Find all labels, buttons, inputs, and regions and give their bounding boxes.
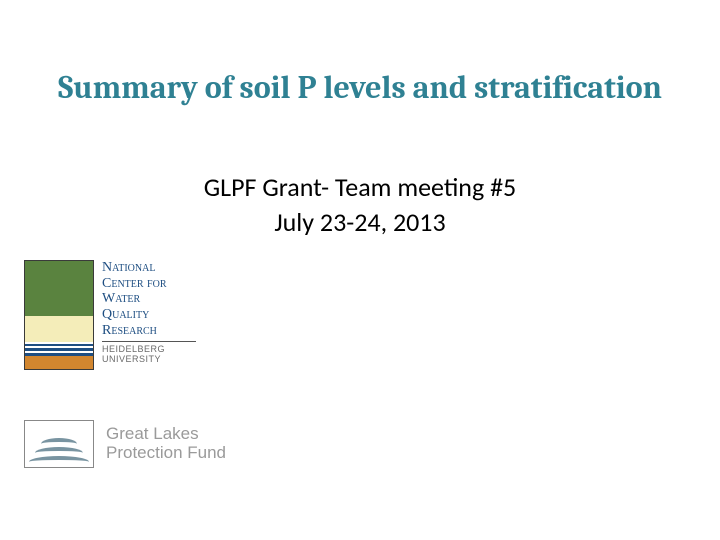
ncwqr-line: Water xyxy=(102,291,202,307)
ncwqr-line: Research xyxy=(102,323,202,339)
logo-ncwqr: National Center for Water Quality Resear… xyxy=(24,260,209,370)
ncwqr-affiliation: HEIDELBERG UNIVERSITY xyxy=(102,341,196,364)
glpf-line-2: Protection Fund xyxy=(106,444,226,463)
subtitle-line-2: July 23-24, 2013 xyxy=(0,205,720,240)
ncwqr-line: Quality xyxy=(102,307,202,323)
ncwqr-line: Center for xyxy=(102,276,202,292)
ncwqr-line: National xyxy=(102,260,202,276)
glpf-mark-icon xyxy=(24,420,94,468)
glpf-text: Great Lakes Protection Fund xyxy=(106,425,226,462)
ncwqr-badge-icon xyxy=(24,260,94,370)
slide-subtitle: GLPF Grant- Team meeting #5 July 23-24, … xyxy=(0,170,720,240)
glpf-line-1: Great Lakes xyxy=(106,425,226,444)
logo-glpf: Great Lakes Protection Fund xyxy=(24,420,226,468)
slide-title: Summary of soil P levels and stratificat… xyxy=(0,68,720,108)
subtitle-line-1: GLPF Grant- Team meeting #5 xyxy=(0,170,720,205)
ncwqr-text: National Center for Water Quality Resear… xyxy=(102,260,202,365)
